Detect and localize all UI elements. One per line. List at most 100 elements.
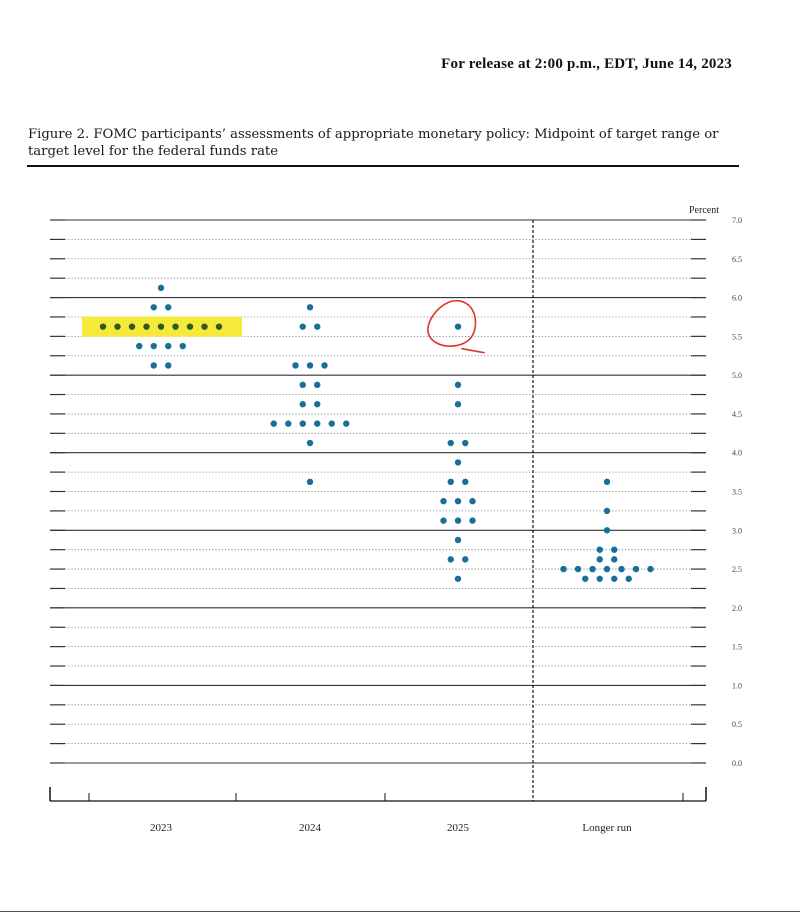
dot-point: [201, 323, 208, 330]
dot-point: [299, 401, 306, 408]
dot-point: [447, 478, 454, 486]
y-tick-label: 5.0: [732, 371, 742, 380]
dot-point: [440, 517, 447, 524]
dot-point: [114, 323, 121, 330]
dot-point: [462, 556, 469, 563]
dot-point: [157, 323, 165, 330]
dots-layer: [99, 284, 654, 582]
dot-point: [292, 362, 299, 369]
dot-point: [611, 556, 618, 563]
y-tick-label: 6.5: [732, 255, 742, 264]
dot-point: [321, 362, 328, 369]
dot-point: [328, 420, 335, 427]
dot-point: [165, 304, 172, 311]
dot-point: [462, 478, 469, 486]
dot-point: [596, 575, 603, 582]
dot-point: [299, 381, 306, 389]
dot-point: [596, 546, 603, 553]
dot-point: [314, 401, 321, 408]
y-tick-label: 7.0: [732, 216, 742, 225]
y-tick-label: 0.5: [732, 720, 742, 729]
category-labels: 2023 2024 2025 Longer run: [150, 822, 632, 834]
dot-point: [99, 323, 107, 330]
page-bottom-rule: [0, 911, 800, 912]
dot-point: [454, 381, 462, 389]
dot-point: [462, 439, 469, 447]
dot-point: [625, 575, 632, 582]
y-axis-unit-label: Percent: [689, 205, 719, 216]
y-tick-label: 5.5: [732, 332, 742, 341]
dot-point: [299, 323, 306, 330]
dot-point: [611, 575, 618, 582]
dot-point: [186, 323, 194, 330]
dot-point: [454, 497, 462, 505]
dot-point: [343, 420, 350, 427]
category-label: 2025: [447, 822, 470, 834]
dot-point: [454, 536, 462, 544]
dot-point: [179, 342, 186, 350]
dot-point: [150, 342, 157, 350]
dot-point: [306, 439, 314, 447]
release-notice: For release at 2:00 p.m., EDT, June 14, …: [441, 56, 732, 72]
dot-point: [157, 284, 165, 292]
dot-point: [270, 420, 277, 427]
y-tick-label: 2.5: [732, 565, 742, 574]
y-tick-label: 0.0: [732, 759, 742, 768]
grid-lines: [50, 219, 706, 764]
dot-point: [314, 323, 321, 330]
dot-point: [560, 565, 567, 573]
dot-point: [172, 323, 179, 330]
annotation-layer: [427, 299, 485, 354]
category-label: 2024: [299, 822, 322, 834]
y-tick-label: 3.0: [732, 526, 742, 535]
dot-point: [454, 323, 462, 330]
category-label: 2023: [150, 822, 173, 834]
dot-point: [165, 342, 172, 350]
dot-point: [469, 517, 476, 524]
x-axis: [49, 220, 707, 802]
dot-point: [299, 420, 306, 427]
y-tick-label: 1.5: [732, 643, 742, 652]
y-tick-label: 4.0: [732, 449, 742, 458]
y-tick-labels: 0.0 0.5 1.0 1.5 2.0 2.5 3.0 3.5 4.0 4.5 5.0 5.5 6.0 6…: [732, 216, 742, 768]
y-tick-label: 1.0: [732, 681, 742, 690]
dot-point: [150, 362, 157, 369]
dot-point: [447, 439, 454, 447]
y-tick-label: 6.0: [732, 294, 742, 303]
dot-point: [285, 420, 292, 427]
dot-point: [603, 527, 611, 534]
dot-point: [603, 507, 611, 515]
dot-point: [611, 546, 618, 553]
dot-point: [165, 362, 172, 369]
dot-point: [440, 497, 447, 505]
y-tick-label: 2.0: [732, 604, 742, 613]
dot-point: [306, 478, 314, 486]
dot-point: [143, 323, 150, 330]
dot-point: [447, 556, 454, 563]
dot-point: [589, 565, 596, 573]
y-tick-label: 3.5: [732, 488, 742, 497]
dot-point: [314, 420, 321, 427]
dot-point: [647, 565, 654, 573]
red-circle-annotation: [427, 299, 485, 354]
category-label: Longer run: [582, 822, 632, 834]
dot-point: [215, 323, 223, 330]
dot-point: [596, 556, 603, 563]
dot-point: [454, 459, 462, 466]
dot-point: [306, 362, 314, 369]
y-tick-label: 4.5: [732, 410, 742, 419]
dot-point: [136, 342, 143, 350]
dot-point: [128, 323, 136, 330]
figure-title: Figure 2. FOMC participants’ assessments…: [28, 127, 719, 159]
dot-point: [314, 381, 321, 389]
dot-point: [454, 575, 462, 582]
dot-point: [603, 478, 611, 486]
title-rule: [27, 165, 739, 167]
dot-point: [632, 565, 640, 573]
dot-point: [306, 304, 314, 311]
dot-point: [469, 497, 476, 505]
dot-point: [618, 565, 625, 573]
dot-point: [582, 575, 589, 582]
dot-point: [150, 304, 157, 311]
